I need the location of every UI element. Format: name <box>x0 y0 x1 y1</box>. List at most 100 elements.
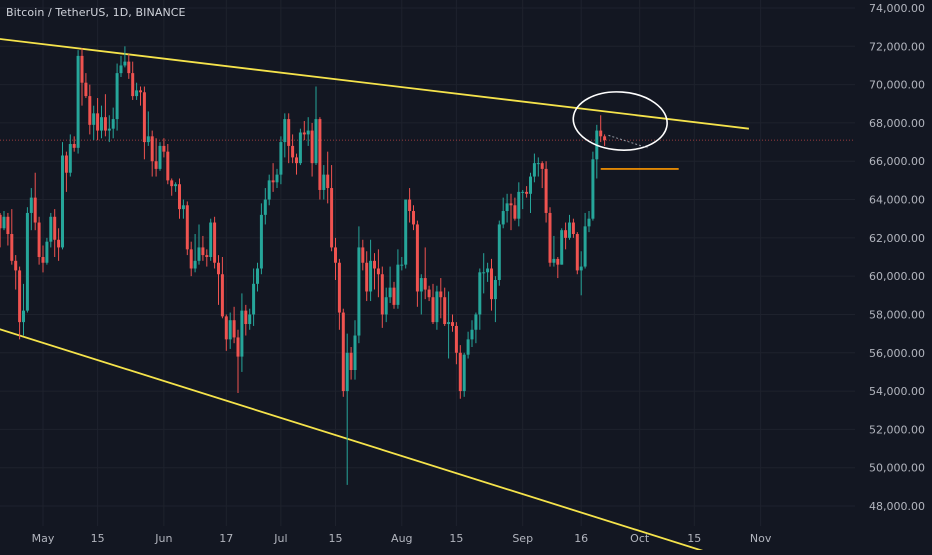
candle-body <box>365 262 369 292</box>
candle-body <box>2 216 6 229</box>
candle-body <box>96 113 100 131</box>
candle-body <box>357 247 361 336</box>
candle <box>174 182 178 192</box>
candle <box>482 253 486 294</box>
candle <box>131 61 135 100</box>
candle <box>14 255 18 290</box>
candle <box>493 276 497 323</box>
candle <box>497 220 501 286</box>
candle-body <box>201 247 205 256</box>
candle <box>142 86 146 160</box>
candle-body <box>166 151 170 181</box>
candle <box>295 153 298 175</box>
candle-body <box>217 262 220 275</box>
candle <box>283 113 287 158</box>
candle-body <box>291 145 295 158</box>
candle <box>431 283 435 325</box>
time-axis-label: Sep <box>512 532 533 545</box>
candle-body <box>587 218 591 227</box>
candle-body <box>478 272 482 315</box>
candle-body <box>88 96 92 125</box>
candle <box>579 251 583 296</box>
candle-body <box>306 130 310 135</box>
candle <box>146 111 150 146</box>
candle-body <box>318 119 322 190</box>
candle-body <box>236 337 240 357</box>
candle <box>267 174 271 206</box>
candle <box>10 209 14 265</box>
candle <box>193 234 197 273</box>
price-axis[interactable]: 48,000.00 50,000.00 52,000.00 54,000.00 56,0… <box>869 2 925 513</box>
candle-body <box>271 180 275 183</box>
candle <box>287 113 291 164</box>
candle-body <box>248 314 252 325</box>
candle-body <box>447 322 451 325</box>
candle <box>127 53 131 79</box>
candle-body <box>486 268 490 273</box>
candle-body <box>72 143 76 148</box>
candle-body <box>41 257 45 263</box>
candle-body <box>64 155 68 173</box>
candle <box>369 239 373 302</box>
candle <box>33 172 37 231</box>
trendline-lower <box>0 328 719 555</box>
candle-body <box>330 188 334 248</box>
candle-body <box>556 258 560 265</box>
time-axis-label: May <box>32 532 55 545</box>
candle <box>256 262 259 292</box>
time-axis-label: Jun <box>154 532 172 545</box>
candle-body <box>490 268 493 300</box>
candle-body <box>419 278 423 292</box>
candle <box>41 245 45 273</box>
candle <box>107 115 111 143</box>
candle-body <box>376 268 380 275</box>
candle <box>447 291 451 359</box>
candle <box>466 331 470 359</box>
candle-body <box>115 73 119 120</box>
candle <box>599 115 603 143</box>
candle <box>513 197 517 221</box>
candle <box>353 320 357 380</box>
candle-body <box>154 161 158 169</box>
candle-body <box>228 320 232 340</box>
candle <box>263 188 267 225</box>
candle <box>349 347 353 380</box>
candle <box>517 182 521 227</box>
annotation-ellipse <box>572 91 668 151</box>
candle <box>2 211 6 231</box>
time-axis[interactable]: May 15 Jun 17 Jul 15 Aug 15 Sep 16 Oct 15 Nov <box>32 532 772 545</box>
candle-body <box>232 320 236 338</box>
candle <box>439 278 443 319</box>
candle <box>427 285 431 302</box>
candles-layer <box>0 46 607 485</box>
candle <box>25 207 29 313</box>
candle <box>197 224 201 265</box>
candle <box>564 222 568 250</box>
candle <box>103 94 107 137</box>
candle <box>435 285 439 330</box>
candle-body <box>388 287 392 298</box>
candle <box>505 193 509 223</box>
trendlines-layer <box>0 38 750 555</box>
candle <box>571 218 575 238</box>
candle <box>322 165 326 200</box>
candle <box>279 136 283 185</box>
candle-body <box>454 325 458 353</box>
candle <box>451 314 454 332</box>
candle-body <box>162 145 166 152</box>
candle-body <box>267 180 271 200</box>
candle <box>415 220 419 307</box>
candle <box>220 257 224 319</box>
candle-body <box>439 291 443 298</box>
candle <box>209 218 213 261</box>
candle <box>474 312 478 344</box>
candle <box>326 151 330 204</box>
candle-body <box>92 113 96 125</box>
candle <box>388 266 392 303</box>
candle-body <box>263 199 267 215</box>
price-axis-label: 70,000.00 <box>869 79 925 92</box>
candle <box>454 322 458 365</box>
candle-body <box>213 222 217 263</box>
